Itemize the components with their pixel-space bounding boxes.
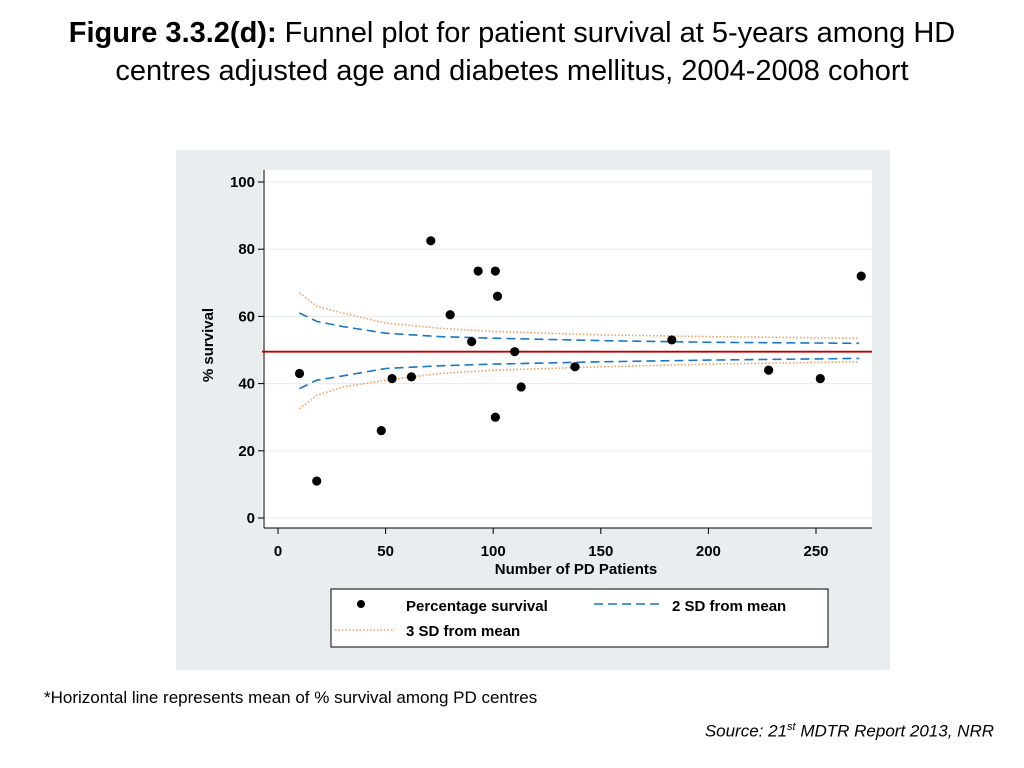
data-point-4 (406, 372, 417, 382)
x-tick-label-50: 50 (377, 543, 394, 560)
y-tick-label-80: 80 (238, 241, 255, 258)
data-point-16 (764, 365, 774, 375)
data-point-8 (473, 266, 483, 276)
x-tick-label-250: 250 (803, 543, 828, 560)
y-tick-label-20: 20 (238, 443, 255, 460)
legend-label-2sd: 2 SD from mean (672, 598, 786, 615)
legend-point-symbol (357, 600, 365, 608)
legend-box (330, 588, 829, 648)
data-points (294, 236, 866, 486)
y-tick-label-0: 0 (247, 510, 255, 527)
data-point-0 (294, 368, 305, 379)
x-tick-label-100: 100 (481, 543, 506, 560)
legend-label-points: Percentage survival (406, 598, 548, 615)
x-axis-label: Number of PD Patients (495, 561, 658, 578)
source-note: Source: 21st MDTR Report 2013, NRR (705, 721, 994, 742)
x-tick-label-200: 200 (696, 543, 721, 560)
y-tick-label-100: 100 (230, 174, 255, 191)
data-point-13 (516, 382, 526, 392)
data-point-10 (490, 412, 500, 422)
data-point-12 (510, 347, 520, 357)
lower-2sd-line (299, 357, 860, 390)
y-tick-label-60: 60 (238, 308, 255, 325)
funnel-limits (262, 292, 872, 410)
x-tick-label-150: 150 (588, 543, 613, 560)
data-point-1 (312, 476, 322, 486)
title-rest: Funnel plot for patient survival at 5-ye… (115, 17, 956, 87)
grid-lines (262, 181, 872, 519)
data-point-7 (467, 337, 477, 347)
title-bold: Figure 3.3.2(d): (68, 17, 277, 49)
data-point-14 (570, 362, 580, 372)
source-prefix: Source: 21 (704, 721, 788, 741)
data-point-2 (376, 426, 386, 436)
x-tick-label-0: 0 (274, 543, 282, 560)
footnote: *Horizontal line represents mean of % su… (44, 688, 538, 707)
data-point-11 (492, 291, 503, 301)
data-point-9 (490, 266, 500, 276)
data-point-18 (856, 271, 866, 281)
legend: Percentage survival 2 SD from mean 3 SD fr… (330, 588, 829, 648)
upper-2sd-line (299, 312, 860, 345)
data-point-6 (445, 310, 455, 320)
data-point-3 (387, 373, 397, 384)
chart-title: Figure 3.3.2(d): Funnel plot for patient… (40, 14, 984, 90)
y-tick-label-40: 40 (238, 376, 255, 393)
y-axis-label: % survival (200, 308, 217, 382)
source-suffix: MDTR Report 2013, NRR (795, 721, 994, 741)
data-point-17 (815, 373, 825, 384)
legend-label-3sd: 3 SD from mean (406, 623, 520, 640)
plot-area (262, 170, 872, 528)
axes: 0 20 40 60 80 100 0 50 100 150 200 250 (230, 170, 872, 560)
source-sup: st (787, 721, 796, 733)
data-point-5 (426, 236, 436, 246)
data-point-15 (667, 335, 677, 345)
